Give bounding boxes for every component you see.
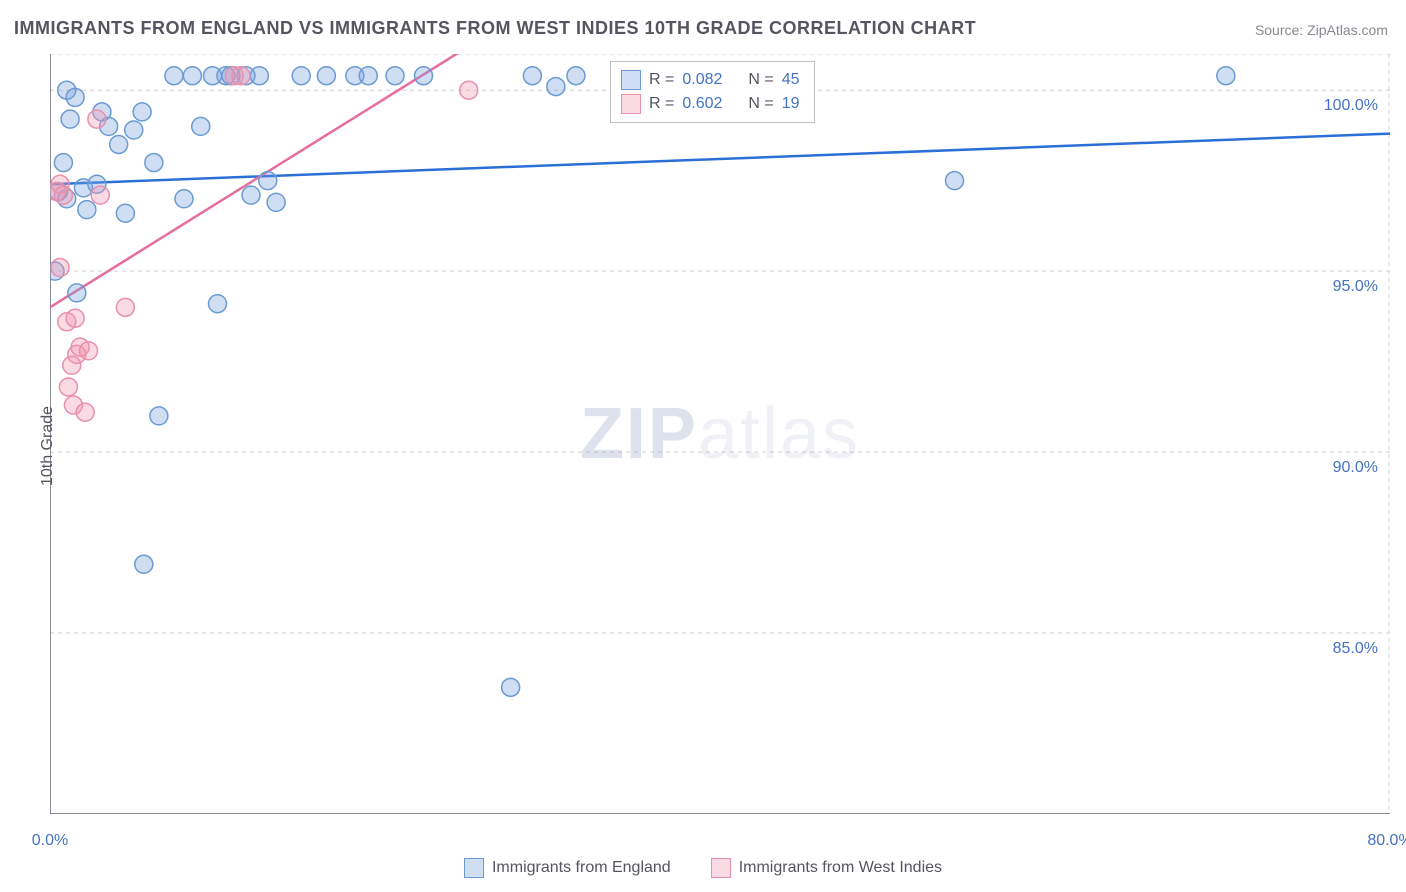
legend-swatch-westindies-icon [711,858,731,878]
plot-area: ZIPatlas R = 0.082 N = 45 R = 0.602 N = … [50,54,1390,814]
y-tick-label: 100.0% [1318,97,1378,115]
legend-swatch-england-icon [464,858,484,878]
bottom-legend: Immigrants from England Immigrants from … [0,858,1406,878]
bottom-legend-westindies: Immigrants from West Indies [711,858,942,878]
y-tick-label: 95.0% [1318,278,1378,296]
x-tick-label: 80.0% [1367,832,1406,850]
legend-swatch-england [621,70,641,90]
n-label: N = [748,68,773,92]
bottom-legend-england: Immigrants from England [464,858,671,878]
r-label: R = [649,92,674,116]
x-tick-label: 0.0% [32,832,68,850]
n-value-england: 45 [782,68,800,92]
r-value-westindies: 0.602 [682,92,722,116]
y-tick-label: 90.0% [1318,459,1378,477]
y-tick-label: 85.0% [1318,640,1378,658]
legend-swatch-westindies [621,94,641,114]
n-value-westindies: 19 [782,92,800,116]
stats-legend: R = 0.082 N = 45 R = 0.602 N = 19 [610,61,815,123]
chart-title: IMMIGRANTS FROM ENGLAND VS IMMIGRANTS FR… [14,18,976,39]
r-value-england: 0.082 [682,68,722,92]
r-label: R = [649,68,674,92]
series-name-westindies: Immigrants from West Indies [739,859,942,877]
stats-legend-row-england: R = 0.082 N = 45 [621,68,800,92]
stats-legend-row-westindies: R = 0.602 N = 19 [621,92,800,116]
chart-container: IMMIGRANTS FROM ENGLAND VS IMMIGRANTS FR… [0,0,1406,892]
source-label: Source: ZipAtlas.com [1255,22,1388,38]
plot-svg [50,54,1390,814]
n-label: N = [748,92,773,116]
series-name-england: Immigrants from England [492,859,671,877]
